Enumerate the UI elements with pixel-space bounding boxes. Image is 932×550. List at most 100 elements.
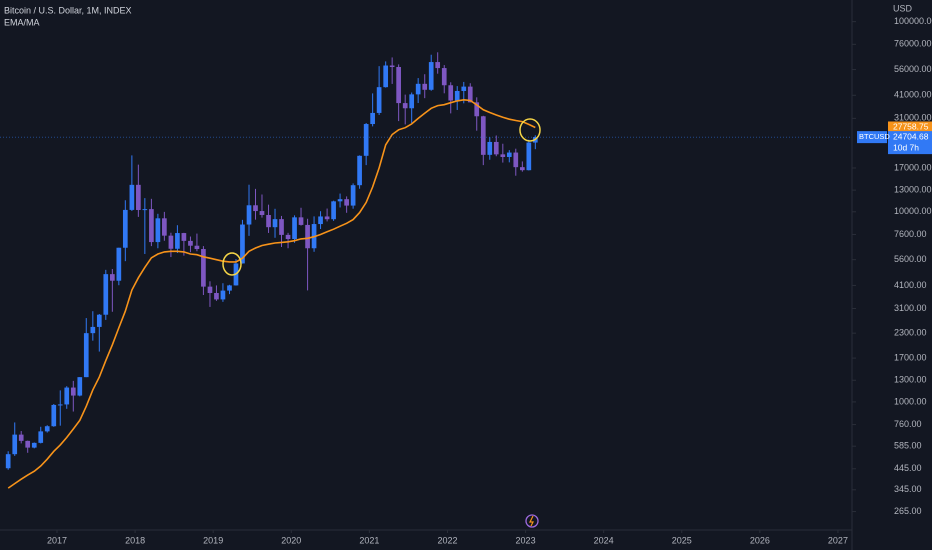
candle-body bbox=[428, 62, 434, 90]
candle-body bbox=[64, 387, 70, 405]
candle-body bbox=[240, 224, 245, 264]
annotation-circles bbox=[222, 118, 541, 276]
candle-body bbox=[110, 274, 115, 281]
candle-body bbox=[142, 209, 148, 211]
candle-body bbox=[246, 205, 252, 225]
price-label: 24704.68 bbox=[893, 131, 929, 141]
y-tick-label: 4100.00 bbox=[894, 280, 927, 290]
candle-body bbox=[331, 201, 336, 220]
candle-body bbox=[357, 155, 362, 186]
candle-body bbox=[162, 218, 167, 236]
candle-body bbox=[83, 333, 89, 378]
y-tick-label: 1300.00 bbox=[894, 375, 927, 385]
candle-body bbox=[513, 152, 519, 168]
candle-body bbox=[389, 65, 395, 67]
candle-body bbox=[487, 141, 493, 155]
event-icon bbox=[525, 514, 539, 528]
candle-body bbox=[383, 65, 389, 88]
candle-body bbox=[305, 224, 310, 249]
candle-body bbox=[415, 83, 421, 95]
ema-line bbox=[7, 98, 536, 489]
candle-body bbox=[292, 217, 297, 240]
candle-body bbox=[461, 86, 467, 91]
y-tick-label: 76000.00 bbox=[894, 39, 932, 49]
candle-body bbox=[519, 167, 525, 171]
candle-body bbox=[259, 211, 265, 215]
candle-body bbox=[448, 85, 454, 101]
candle-body bbox=[279, 219, 284, 235]
candle-body bbox=[31, 442, 37, 448]
y-tick-label: 760.00 bbox=[894, 419, 922, 429]
y-tick-label: 2300.00 bbox=[894, 328, 927, 338]
candle-body bbox=[285, 234, 291, 240]
candle-body bbox=[44, 426, 50, 432]
candle-body bbox=[201, 249, 206, 287]
candle-body bbox=[402, 103, 408, 109]
x-tick-label: 2019 bbox=[203, 535, 223, 545]
candle-body bbox=[422, 83, 428, 90]
x-tick-label: 2017 bbox=[47, 535, 67, 545]
ema-price-tag bbox=[888, 121, 932, 134]
candle-body bbox=[38, 431, 44, 443]
x-tick-label: 2023 bbox=[516, 535, 536, 545]
candle-body bbox=[441, 68, 447, 86]
ema-price-label: 27758.75 bbox=[893, 122, 929, 132]
candle-body bbox=[324, 216, 330, 220]
y-tick-label: 56000.00 bbox=[894, 64, 932, 74]
candle-body bbox=[506, 152, 512, 157]
y-tick-label: 13000.00 bbox=[894, 185, 932, 195]
y-tick-label: 31000.00 bbox=[894, 113, 932, 123]
candle-body bbox=[376, 87, 382, 113]
x-tick-label: 2020 bbox=[281, 535, 301, 545]
candle-body bbox=[5, 454, 11, 469]
x-tick-label: 2026 bbox=[750, 535, 770, 545]
candle-body bbox=[493, 141, 499, 155]
candle-body bbox=[467, 86, 473, 103]
y-tick-label: 345.00 bbox=[894, 484, 922, 494]
y-tick-label: 10000.00 bbox=[894, 206, 932, 216]
y-tick-label: 100000.00 bbox=[894, 16, 932, 26]
candle-body bbox=[70, 387, 76, 396]
x-tick-label: 2022 bbox=[437, 535, 457, 545]
y-tick-label: 7600.00 bbox=[894, 229, 927, 239]
candle-body bbox=[116, 247, 122, 281]
price-tag bbox=[888, 131, 932, 155]
x-tick-label: 2024 bbox=[594, 535, 614, 545]
candle-body bbox=[168, 235, 174, 249]
x-tick-label: 2027 bbox=[828, 535, 848, 545]
candle-body bbox=[318, 216, 323, 225]
candle-body bbox=[370, 112, 375, 125]
chart-title: Bitcoin / U.S. Dollar, 1M, INDEX bbox=[4, 5, 132, 15]
candle-body bbox=[57, 404, 63, 406]
candle-body bbox=[253, 205, 258, 212]
y-tick-label: 41000.00 bbox=[894, 90, 932, 100]
candle-body bbox=[77, 377, 83, 396]
plot-area bbox=[0, 52, 852, 489]
candle-body bbox=[435, 62, 441, 69]
candle-body bbox=[149, 209, 154, 243]
candle-body bbox=[155, 218, 161, 243]
candle-body bbox=[90, 326, 96, 334]
candle-body bbox=[214, 292, 219, 300]
candle-body bbox=[396, 66, 401, 104]
candle-body bbox=[181, 233, 187, 241]
symbol-label: BTCUSD bbox=[859, 132, 890, 141]
candle-body bbox=[350, 185, 356, 206]
indicator-legend: EMA/MA bbox=[4, 17, 40, 27]
y-tick-label: 3100.00 bbox=[894, 303, 927, 313]
candle-body bbox=[363, 124, 369, 156]
candle-body bbox=[272, 219, 278, 228]
symbol-tag bbox=[857, 131, 887, 144]
y-tick-label: 5600.00 bbox=[894, 254, 927, 264]
candle-body bbox=[337, 199, 343, 202]
axis-unit: USD bbox=[893, 3, 913, 13]
candle-body bbox=[409, 94, 415, 109]
candle-body bbox=[96, 314, 102, 327]
candle-body bbox=[227, 285, 232, 291]
y-tick-label: 17000.00 bbox=[894, 162, 932, 172]
candle-body bbox=[136, 184, 141, 210]
x-tick-label: 2018 bbox=[125, 535, 145, 545]
candle-body bbox=[220, 290, 226, 300]
